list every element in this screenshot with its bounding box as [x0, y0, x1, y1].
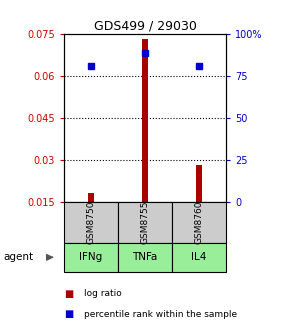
- Text: agent: agent: [3, 252, 33, 262]
- Text: percentile rank within the sample: percentile rank within the sample: [84, 310, 237, 319]
- Text: GSM8760: GSM8760: [195, 200, 204, 244]
- Text: GSM8750: GSM8750: [86, 200, 95, 244]
- Bar: [88, 193, 94, 202]
- Title: GDS499 / 29030: GDS499 / 29030: [94, 19, 196, 33]
- Text: GSM8755: GSM8755: [140, 200, 150, 244]
- Text: ■: ■: [64, 289, 73, 299]
- Text: IL4: IL4: [191, 252, 207, 262]
- Bar: [142, 39, 148, 202]
- Text: ■: ■: [64, 309, 73, 319]
- Text: IFNg: IFNg: [79, 252, 102, 262]
- Text: log ratio: log ratio: [84, 290, 122, 298]
- Bar: [196, 165, 202, 202]
- Text: TNFa: TNFa: [132, 252, 158, 262]
